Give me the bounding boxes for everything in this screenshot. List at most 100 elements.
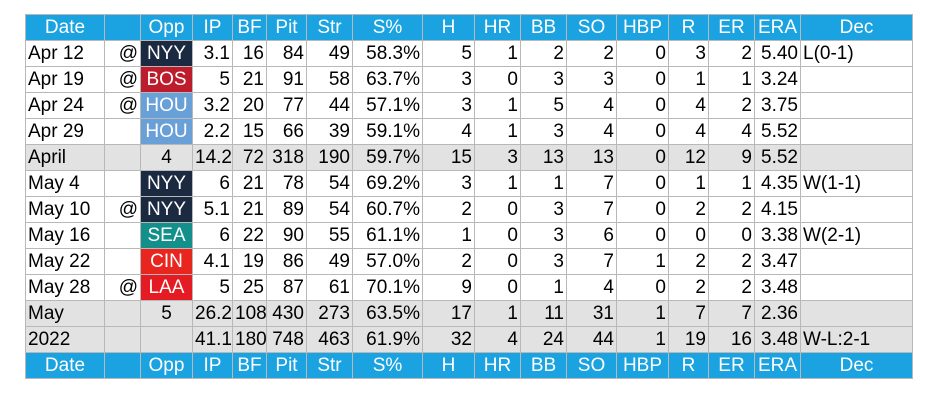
h-cell: 17	[422, 300, 475, 327]
table-row: Apr 12 @ NYY 3.1 16 84 49 58.3% 5 1 2 2 0 3 2 5.40 L(0-1…	[25, 40, 913, 67]
opponent-cell: NYY	[140, 40, 193, 67]
er-cell: 16	[708, 326, 755, 353]
footer-ip: IP	[192, 352, 233, 379]
opponent-cell: HOU	[140, 118, 193, 145]
h-cell: 3	[422, 170, 475, 197]
date-cell: May 16	[25, 222, 105, 249]
so-cell: 6	[566, 222, 617, 249]
bb-cell: 1	[520, 274, 567, 301]
home-away-cell	[104, 300, 141, 327]
header-h: H	[422, 14, 475, 41]
str-cell: 49	[306, 248, 353, 275]
r-cell: 2	[668, 274, 709, 301]
so-cell: 7	[566, 248, 617, 275]
bb-cell: 11	[520, 300, 567, 327]
footer-home-away	[104, 352, 141, 379]
decision-cell	[800, 92, 913, 119]
er-cell: 0	[708, 222, 755, 249]
r-cell: 2	[668, 248, 709, 275]
date-cell: April	[25, 144, 105, 171]
so-cell: 7	[566, 170, 617, 197]
home-away-cell	[104, 144, 141, 171]
era-cell: 3.24	[754, 66, 801, 93]
ip-cell: 14.2	[192, 144, 233, 171]
er-cell: 1	[708, 66, 755, 93]
footer-so: SO	[566, 352, 617, 379]
date-cell: Apr 19	[25, 66, 105, 93]
header-hbp: HBP	[616, 14, 669, 41]
bf-cell: 72	[232, 144, 267, 171]
hr-cell: 0	[474, 274, 521, 301]
summary-row: May 5 26.2 108 430 273 63.5% 17 1 11 31 1 7 7 2.36	[25, 300, 913, 327]
hr-cell: 1	[474, 170, 521, 197]
footer-str: Str	[306, 352, 353, 379]
footer-r: R	[668, 352, 709, 379]
header-ip: IP	[192, 14, 233, 41]
pit-cell: 89	[266, 196, 307, 223]
home-away-cell	[104, 118, 141, 145]
footer-era: ERA	[754, 352, 801, 379]
era-cell: 2.36	[754, 300, 801, 327]
hbp-cell: 0	[616, 118, 669, 145]
er-cell: 9	[708, 144, 755, 171]
ip-cell: 26.2	[192, 300, 233, 327]
h-cell: 3	[422, 92, 475, 119]
h-cell: 9	[422, 274, 475, 301]
hr-cell: 1	[474, 118, 521, 145]
bb-cell: 5	[520, 92, 567, 119]
decision-cell	[800, 196, 913, 223]
hr-cell: 0	[474, 196, 521, 223]
er-cell: 2	[708, 40, 755, 67]
r-cell: 4	[668, 92, 709, 119]
bb-cell: 3	[520, 222, 567, 249]
ip-cell: 41.1	[192, 326, 233, 353]
bf-cell: 16	[232, 40, 267, 67]
home-away-cell	[104, 170, 141, 197]
header-so: SO	[566, 14, 617, 41]
date-cell: May 28	[25, 274, 105, 301]
header-hr: HR	[474, 14, 521, 41]
table-row: May 16 SEA 6 22 90 55 61.1% 1 0 3 6 0 0 0 3.38 W(2-1)	[25, 222, 913, 249]
header-bb: BB	[520, 14, 567, 41]
decision-cell: W(1-1)	[800, 170, 913, 197]
pit-cell: 66	[266, 118, 307, 145]
hr-cell: 3	[474, 144, 521, 171]
opponent-cell: CIN	[140, 248, 193, 275]
hr-cell: 1	[474, 300, 521, 327]
opponent-cell: 4	[140, 144, 193, 171]
str-cell: 44	[306, 92, 353, 119]
table-row: May 10 @ NYY 5.1 21 89 54 60.7% 2 0 3 7 0 2 2 4.15	[25, 196, 913, 223]
bb-cell: 2	[520, 40, 567, 67]
h-cell: 2	[422, 248, 475, 275]
header-home-away	[104, 14, 141, 41]
so-cell: 4	[566, 118, 617, 145]
bb-cell: 13	[520, 144, 567, 171]
header-dec: Dec	[800, 14, 913, 41]
ip-cell: 4.1	[192, 248, 233, 275]
strike-pct-cell: 63.7%	[352, 66, 423, 93]
hbp-cell: 0	[616, 144, 669, 171]
bf-cell: 180	[232, 326, 267, 353]
h-cell: 2	[422, 196, 475, 223]
bb-cell: 3	[520, 118, 567, 145]
date-cell: May	[25, 300, 105, 327]
h-cell: 1	[422, 222, 475, 249]
so-cell: 2	[566, 40, 617, 67]
era-cell: 3.48	[754, 326, 801, 353]
header-bf: BF	[232, 14, 267, 41]
footer-hbp: HBP	[616, 352, 669, 379]
strike-pct-cell: 60.7%	[352, 196, 423, 223]
table-row: May 4 NYY 6 21 78 54 69.2% 3 1 1 7 0 1 1 4.35 W(1-1)	[25, 170, 913, 197]
hbp-cell: 0	[616, 196, 669, 223]
ip-cell: 2.2	[192, 118, 233, 145]
so-cell: 13	[566, 144, 617, 171]
so-cell: 3	[566, 66, 617, 93]
pit-cell: 90	[266, 222, 307, 249]
r-cell: 0	[668, 222, 709, 249]
date-cell: May 4	[25, 170, 105, 197]
ip-cell: 5	[192, 66, 233, 93]
h-cell: 32	[422, 326, 475, 353]
pit-cell: 748	[266, 326, 307, 353]
date-cell: Apr 12	[25, 40, 105, 67]
era-cell: 4.35	[754, 170, 801, 197]
